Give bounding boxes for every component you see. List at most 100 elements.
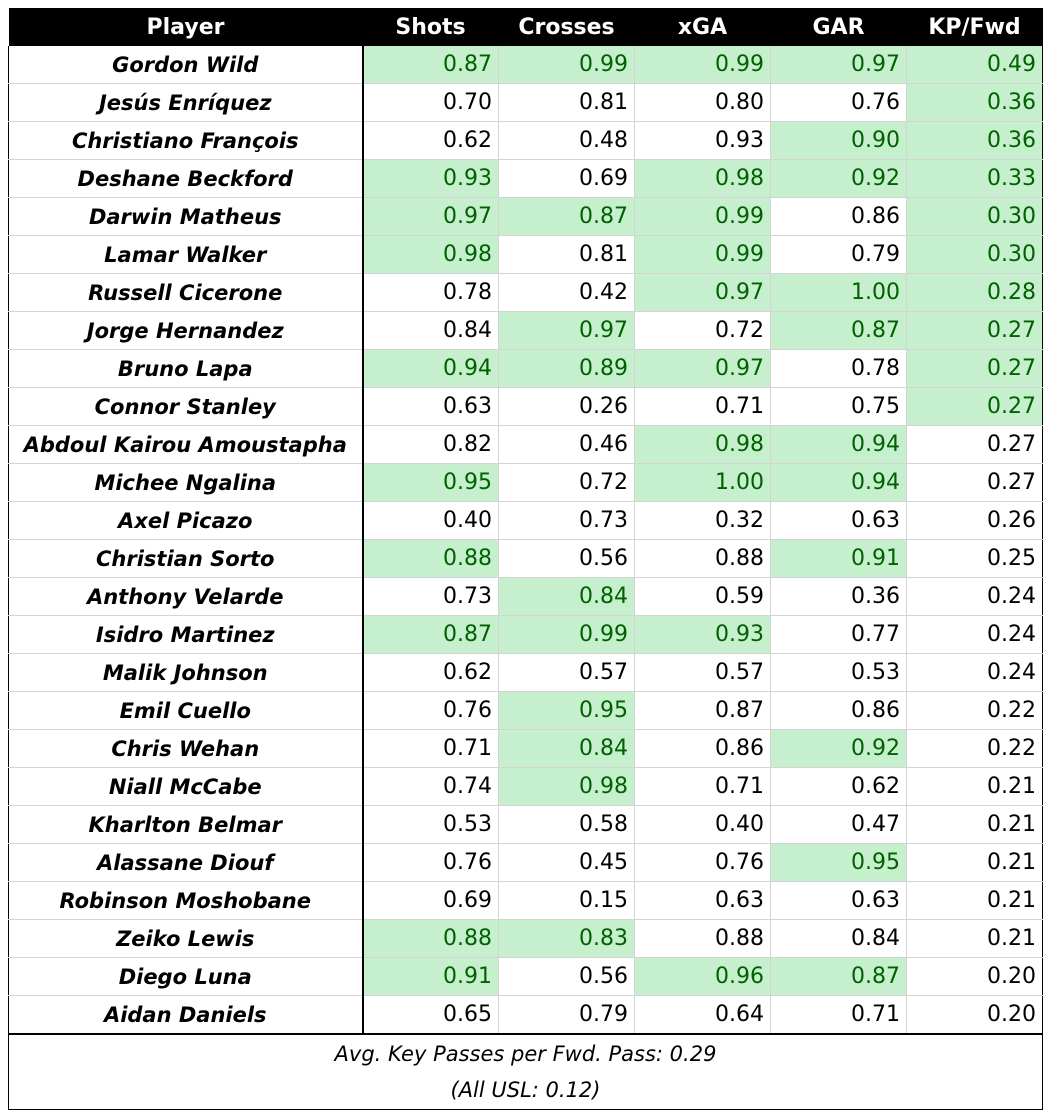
stat-cell: 0.24 (906, 615, 1043, 654)
stat-cell: 0.21 (906, 843, 1043, 882)
stat-cell: 0.76 (634, 843, 771, 882)
stat-cell: 0.87 (498, 197, 635, 236)
player-name: Abdoul Kairou Amoustapha (8, 425, 364, 464)
stat-cell: 0.93 (362, 159, 499, 198)
column-header: Crosses (498, 8, 635, 46)
stat-cell: 0.27 (906, 463, 1043, 502)
stat-cell: 0.62 (362, 653, 499, 692)
stat-cell: 1.00 (634, 463, 771, 502)
stat-cell: 0.27 (906, 311, 1043, 350)
stat-cell: 0.36 (770, 577, 907, 616)
player-name: Connor Stanley (8, 387, 364, 426)
stat-cell: 0.62 (770, 767, 907, 806)
stat-cell: 0.99 (498, 615, 635, 654)
player-name: Michee Ngalina (8, 463, 364, 502)
stat-cell: 0.81 (498, 235, 635, 274)
player-name: Chris Wehan (8, 729, 364, 768)
stat-cell: 0.87 (362, 46, 499, 84)
player-name: Alassane Diouf (8, 843, 364, 882)
stat-cell: 0.79 (770, 235, 907, 274)
stat-cell: 0.57 (498, 653, 635, 692)
stat-cell: 0.97 (634, 273, 771, 312)
stat-cell: 0.26 (498, 387, 635, 426)
stat-cell: 0.83 (498, 919, 635, 958)
stat-cell: 0.89 (498, 349, 635, 388)
player-name: Jorge Hernandez (8, 311, 364, 350)
stat-cell: 0.98 (498, 767, 635, 806)
player-name: Niall McCabe (8, 767, 364, 806)
footer-row: Avg. Key Passes per Fwd. Pass: 0.29 (All … (8, 1033, 1043, 1110)
stat-cell: 0.86 (634, 729, 771, 768)
table-row: Christiano François 0.62 0.48 0.93 0.90 0.36 (8, 121, 1043, 160)
stat-cell: 0.75 (770, 387, 907, 426)
column-header: xGA (634, 8, 771, 46)
stat-cell: 0.88 (634, 539, 771, 578)
player-name: Malik Johnson (8, 653, 364, 692)
player-name: Axel Picazo (8, 501, 364, 540)
stat-cell: 0.93 (634, 121, 771, 160)
stat-cell: 0.97 (498, 311, 635, 350)
stat-cell: 0.92 (770, 729, 907, 768)
stat-cell: 0.33 (906, 159, 1043, 198)
stat-cell: 0.65 (362, 995, 499, 1035)
stat-cell: 0.49 (906, 46, 1043, 84)
stat-cell: 0.95 (770, 843, 907, 882)
player-name: Kharlton Belmar (8, 805, 364, 844)
stat-cell: 0.84 (362, 311, 499, 350)
stat-cell: 0.27 (906, 387, 1043, 426)
stat-cell: 0.98 (362, 235, 499, 274)
table-row: Emil Cuello 0.76 0.95 0.87 0.86 0.22 (8, 691, 1043, 730)
stat-cell: 0.47 (770, 805, 907, 844)
stat-cell: 0.22 (906, 729, 1043, 768)
player-name: Lamar Walker (8, 235, 364, 274)
stat-cell: 0.79 (498, 995, 635, 1035)
player-name: Deshane Beckford (8, 159, 364, 198)
stat-cell: 0.86 (770, 197, 907, 236)
stat-cell: 0.76 (770, 83, 907, 122)
stat-cell: 0.32 (634, 501, 771, 540)
table-row: Malik Johnson 0.62 0.57 0.57 0.53 0.24 (8, 653, 1043, 692)
player-name: Aidan Daniels (8, 995, 364, 1035)
table-row: Darwin Matheus 0.97 0.87 0.99 0.86 0.30 (8, 197, 1043, 236)
stat-cell: 0.98 (634, 425, 771, 464)
stat-cell: 0.21 (906, 767, 1043, 806)
stat-cell: 0.92 (770, 159, 907, 198)
stat-cell: 0.36 (906, 83, 1043, 122)
stat-cell: 0.84 (770, 919, 907, 958)
player-name: Isidro Martinez (8, 615, 364, 654)
stat-cell: 0.57 (634, 653, 771, 692)
stat-cell: 0.97 (362, 197, 499, 236)
stat-cell: 0.99 (498, 46, 635, 84)
player-name: Zeiko Lewis (8, 919, 364, 958)
player-name: Diego Luna (8, 957, 364, 996)
stat-cell: 0.69 (362, 881, 499, 920)
stat-cell: 0.76 (362, 691, 499, 730)
stat-cell: 0.86 (770, 691, 907, 730)
table-row: Aidan Daniels 0.65 0.79 0.64 0.71 0.20 (8, 995, 1043, 1035)
player-name: Gordon Wild (8, 46, 364, 84)
stat-cell: 0.74 (362, 767, 499, 806)
stat-cell: 0.69 (498, 159, 635, 198)
stat-cell: 0.25 (906, 539, 1043, 578)
stat-cell: 0.84 (498, 577, 635, 616)
stat-cell: 0.88 (634, 919, 771, 958)
stat-cell: 0.82 (362, 425, 499, 464)
stat-cell: 0.88 (362, 539, 499, 578)
stat-cell: 0.21 (906, 919, 1043, 958)
table-row: Bruno Lapa 0.94 0.89 0.97 0.78 0.27 (8, 349, 1043, 388)
table-row: Lamar Walker 0.98 0.81 0.99 0.79 0.30 (8, 235, 1043, 274)
stat-cell: 0.62 (362, 121, 499, 160)
player-name: Darwin Matheus (8, 197, 364, 236)
stat-cell: 0.95 (498, 691, 635, 730)
table-row: Jesús Enríquez 0.70 0.81 0.80 0.76 0.36 (8, 83, 1043, 122)
stat-cell: 0.24 (906, 653, 1043, 692)
table-row: Isidro Martinez 0.87 0.99 0.93 0.77 0.24 (8, 615, 1043, 654)
stat-cell: 0.80 (634, 83, 771, 122)
stat-cell: 0.78 (770, 349, 907, 388)
table-row: Christian Sorto 0.88 0.56 0.88 0.91 0.25 (8, 539, 1043, 578)
stat-cell: 0.64 (634, 995, 771, 1035)
stat-cell: 0.87 (770, 311, 907, 350)
stat-cell: 0.27 (906, 425, 1043, 464)
stat-cell: 0.87 (770, 957, 907, 996)
stat-cell: 0.63 (770, 881, 907, 920)
